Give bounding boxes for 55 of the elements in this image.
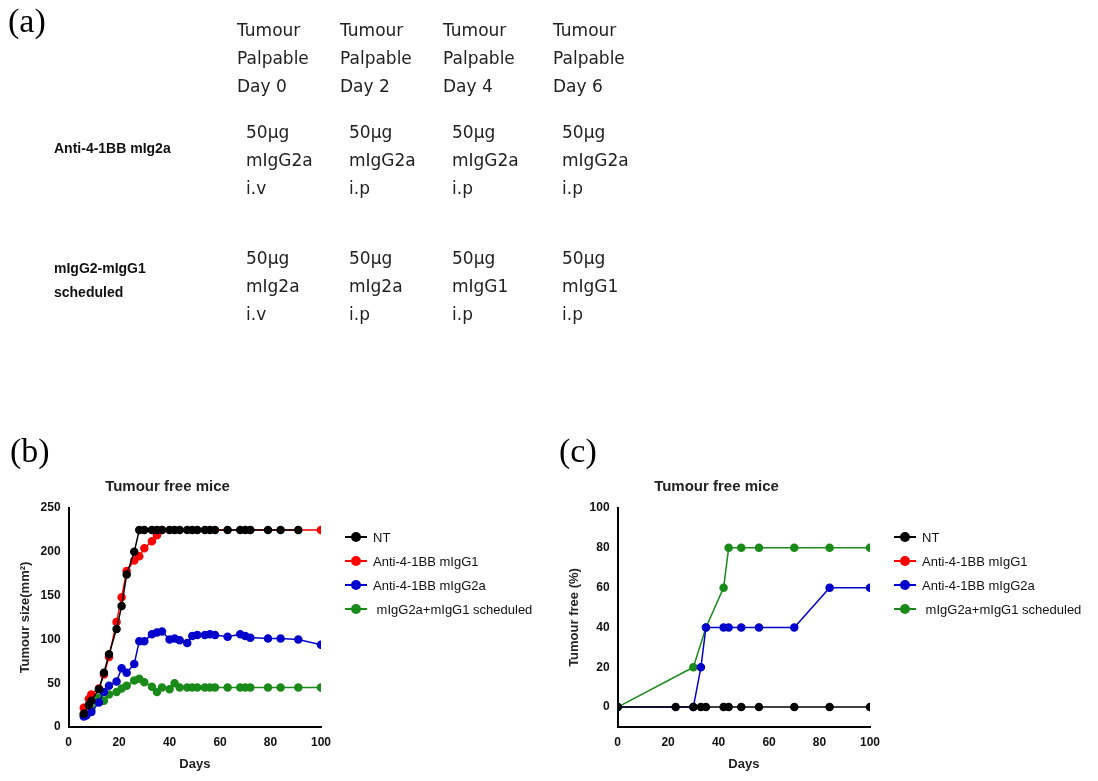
y-tick-label: 80 (596, 540, 610, 555)
legend-label: NT (922, 529, 940, 545)
text: 50µg mIgG2a i.p (349, 122, 416, 198)
y-tick-label: 60 (596, 579, 610, 594)
x-tick-label: 100 (859, 734, 881, 749)
chart-title: Tumour free mice (654, 477, 779, 495)
x-tick-label: 20 (112, 734, 127, 749)
y-tick-label: 100 (589, 500, 610, 515)
y-tick-label: 250 (40, 500, 61, 515)
legend-label: Anti-4-1BB mIgG2a (922, 577, 1035, 593)
legend-label: mIgG2a+mIgG1 scheduled (375, 601, 533, 617)
chart-title: Tumour free mice (105, 477, 230, 495)
y-axis-title: Tumour free (%) (566, 568, 582, 667)
x-tick-label: 80 (812, 734, 827, 749)
y-tick-label: 50 (47, 675, 61, 690)
y-axis-title: Tumour size(mm²) (17, 561, 33, 674)
category-label: Tumour Palpable Day 4 (443, 19, 515, 98)
x-axis-title: Days (728, 755, 760, 771)
x-tick-label: 0 (614, 734, 622, 749)
x-axis-title: Days (179, 755, 211, 771)
legend-label: Anti-4-1BB mIgG1 (922, 553, 1028, 569)
y-tick-label: 20 (596, 659, 610, 674)
y-tick-label: 100 (40, 631, 61, 646)
x-tick-label: 40 (162, 734, 177, 749)
text: (b) (10, 432, 50, 470)
text: (c) (559, 432, 597, 470)
category-label: Anti-4-1BB mIg2a (54, 140, 171, 156)
y-tick-label: 150 (40, 587, 61, 602)
text: 50µg mIg2a i.v (246, 248, 300, 324)
y-tick-label: 200 (40, 544, 61, 559)
y-tick-label: 0 (53, 719, 61, 734)
x-tick-label: 80 (263, 734, 278, 749)
category-label: mIgG2-mIgG1 scheduled (54, 260, 146, 300)
x-tick-label: 60 (762, 734, 777, 749)
x-tick-label: 40 (711, 734, 726, 749)
legend-label: NT (373, 529, 391, 545)
x-tick-label: 100 (310, 734, 332, 749)
text: 50µg mIgG2a i.p (452, 122, 519, 198)
x-tick-label: 20 (661, 734, 676, 749)
text: 50µg mIgG2a i.v (246, 122, 313, 198)
text: 50µg mIg2a i.p (349, 248, 403, 324)
text: 50µg mIgG1 i.p (452, 248, 509, 324)
legend-label: Anti-4-1BB mIgG1 (373, 553, 479, 569)
category-label: Tumour Palpable Day 6 (553, 19, 625, 98)
y-tick-label: 0 (602, 699, 610, 714)
text: 50µg mIgG2a i.p (562, 122, 629, 198)
category-label: Tumour Palpable Day 2 (340, 19, 412, 98)
legend-label: mIgG2a+mIgG1 scheduled (924, 601, 1082, 617)
text: 50µg mIgG1 i.p (562, 248, 619, 324)
x-tick-label: 0 (65, 734, 73, 749)
category-label: Tumour Palpable Day 0 (237, 19, 309, 98)
x-tick-label: 60 (213, 734, 228, 749)
y-tick-label: 40 (596, 619, 610, 634)
legend-label: Anti-4-1BB mIgG2a (373, 577, 486, 593)
text: (a) (8, 2, 46, 40)
